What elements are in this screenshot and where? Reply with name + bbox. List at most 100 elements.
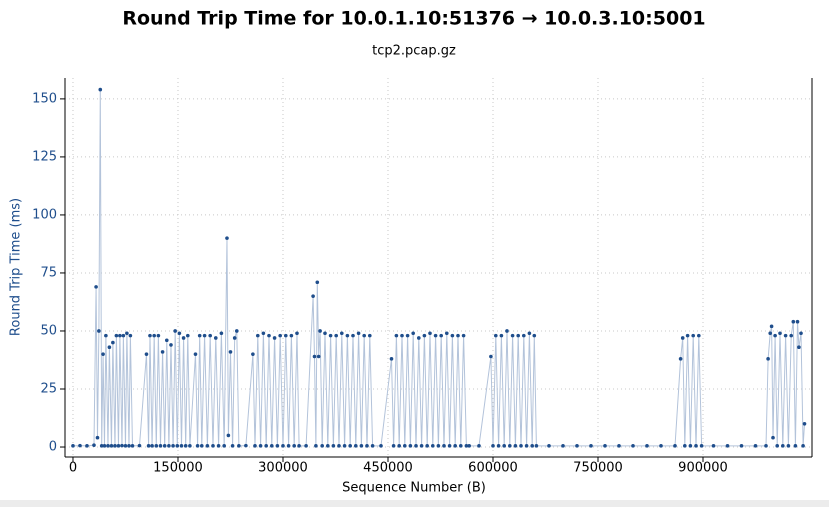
data-point: [101, 352, 105, 356]
data-point: [547, 444, 551, 448]
data-point: [267, 333, 271, 338]
data-point: [183, 444, 188, 448]
data-point: [137, 443, 142, 448]
data-point: [394, 333, 399, 338]
data-point: [106, 444, 110, 448]
data-point: [205, 444, 210, 448]
data-point: [447, 444, 452, 448]
data-point: [680, 336, 685, 340]
data-point: [464, 444, 469, 448]
data-point: [128, 333, 133, 338]
data-point: [169, 343, 173, 347]
x-tick-label: 600000: [468, 461, 518, 476]
data-point: [507, 444, 512, 448]
data-point: [104, 333, 108, 338]
data-point: [95, 435, 100, 440]
data-point: [694, 444, 698, 448]
data-point: [348, 444, 352, 448]
data-point: [362, 333, 366, 338]
data-point: [219, 331, 224, 336]
y-tick-label: 100: [32, 207, 57, 222]
data-point: [505, 329, 509, 333]
data-point: [328, 333, 333, 338]
data-point: [771, 435, 775, 440]
data-point: [801, 444, 805, 448]
data-point: [793, 444, 798, 448]
data-point: [527, 331, 532, 336]
data-point: [160, 350, 165, 354]
x-tick-label: 900000: [678, 461, 728, 476]
data-point: [202, 333, 207, 338]
data-point: [109, 444, 114, 448]
data-point: [289, 333, 294, 338]
data-point: [251, 352, 255, 356]
data-point: [255, 333, 260, 338]
data-point: [353, 444, 358, 448]
data-point: [766, 357, 770, 361]
x-tick-label: 0: [69, 461, 77, 476]
data-point: [433, 333, 438, 338]
data-point: [98, 87, 103, 92]
data-point: [244, 443, 248, 448]
data-point: [768, 331, 773, 336]
data-point: [195, 444, 200, 448]
y-tick-label: 75: [40, 265, 57, 280]
x-tick-label: 300000: [258, 461, 308, 476]
data-point: [400, 333, 404, 338]
data-point: [121, 333, 126, 338]
data-point: [102, 444, 107, 448]
data-point: [436, 444, 441, 448]
plot-area: [71, 87, 807, 448]
data-point: [365, 444, 369, 448]
data-point: [237, 444, 241, 448]
data-point: [775, 444, 780, 448]
data-point: [281, 444, 285, 448]
data-point: [156, 333, 161, 338]
data-point: [334, 333, 338, 338]
data-point: [85, 444, 89, 448]
data-point: [150, 444, 154, 448]
data-point: [575, 444, 579, 448]
data-point: [118, 333, 122, 338]
data-point: [164, 338, 169, 343]
data-point: [152, 333, 156, 338]
data-point: [379, 444, 383, 448]
data-point: [461, 333, 466, 338]
data-point: [450, 333, 455, 338]
data-point: [197, 333, 202, 338]
data-point: [318, 329, 322, 333]
data-point: [530, 444, 534, 448]
data-point: [272, 336, 277, 340]
data-point: [422, 333, 427, 338]
x-tick-label: 450000: [363, 461, 413, 476]
data-point: [391, 444, 396, 448]
data-point: [123, 444, 128, 448]
data-point: [286, 444, 291, 448]
data-point: [489, 354, 493, 359]
data-point: [120, 443, 124, 448]
data-point: [425, 444, 429, 448]
data-point: [510, 333, 515, 338]
data-point: [179, 444, 184, 448]
data-point: [673, 444, 677, 448]
data-point: [177, 331, 182, 336]
data-point: [311, 294, 315, 298]
data-point: [316, 354, 321, 359]
data-point: [193, 352, 198, 356]
y-tick-label: 0: [49, 440, 57, 455]
data-point: [261, 331, 266, 336]
data-point: [94, 285, 98, 289]
data-point: [524, 444, 529, 448]
data-point: [688, 444, 693, 448]
data-point: [617, 444, 621, 448]
data-point: [442, 444, 446, 448]
data-point: [532, 333, 537, 338]
data-point: [144, 352, 149, 356]
data-point: [678, 357, 683, 361]
data-point: [797, 345, 801, 350]
data-point: [275, 444, 280, 448]
data-point: [228, 350, 233, 354]
data-point: [521, 333, 526, 338]
data-point: [725, 444, 730, 448]
data-point: [315, 280, 320, 285]
